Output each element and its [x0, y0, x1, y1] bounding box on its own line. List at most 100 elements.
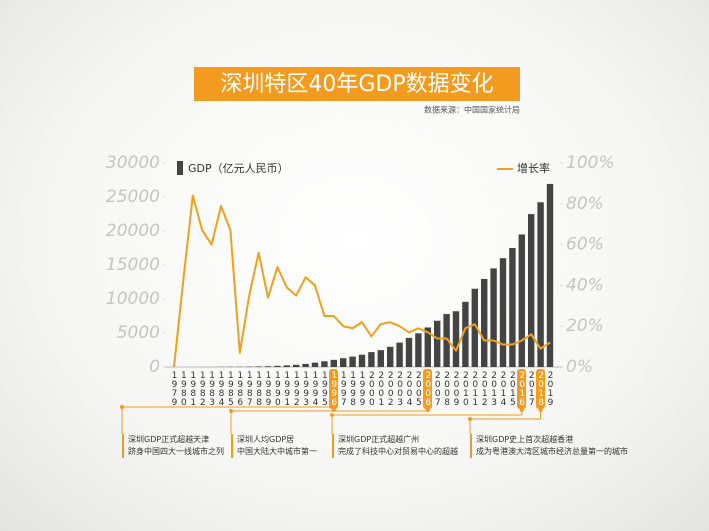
bar: [387, 346, 394, 367]
x-tick-label: 2003: [395, 371, 406, 407]
y-tick-label: 20000: [106, 221, 160, 241]
x-tick-label: 2002: [385, 371, 396, 407]
bar: [340, 358, 347, 367]
bar: [481, 278, 488, 367]
annotation-line: 深圳GDP正式超越天津: [128, 435, 210, 444]
x-tick-label: 1999: [357, 371, 368, 407]
x-tick-label: 1991: [282, 371, 293, 407]
chart-title: 深圳特区40年GDP数据变化: [220, 72, 493, 97]
x-tick-label: 1988: [254, 371, 265, 407]
x-tick-label: 2004: [404, 371, 415, 407]
x-tick-label: 2000: [366, 371, 377, 407]
x-tick-label: 1997: [338, 371, 349, 407]
bar: [255, 366, 262, 367]
x-tick-label: 1987: [244, 371, 255, 407]
source: 数据来源：中国国家统计局: [424, 105, 520, 115]
annotation-dot: [538, 408, 543, 412]
annotation-line: 跻身中国四大一线城市之列: [128, 447, 224, 456]
x-tick-label: 2019: [545, 371, 556, 407]
annotation-line: 深圳GDP正式超越广州: [338, 435, 420, 444]
bar: [349, 356, 356, 367]
x-tick-label: 2001: [376, 371, 387, 407]
x-tick-label: 1982: [197, 371, 208, 407]
x-tick-label: 1996: [329, 369, 340, 409]
x-tick-label: 2007: [432, 371, 443, 407]
legend-swatch: [177, 161, 183, 175]
x-tick-label: 1981: [188, 371, 199, 407]
bar: [293, 364, 300, 367]
x-tick-label: 1979: [169, 371, 180, 407]
annotation-line: 深圳人均GDP居: [237, 435, 295, 444]
bar: [274, 365, 281, 367]
bar: [424, 327, 431, 367]
y2-tick-label: 60%: [566, 235, 604, 255]
bar: [264, 366, 272, 367]
bar: [546, 183, 554, 367]
y2-tick-label: 100%: [566, 153, 615, 173]
x-tick-label: 2015: [507, 371, 518, 407]
x-tick-label: 1985: [225, 371, 236, 407]
x-tick-label: 2013: [489, 371, 500, 407]
bar: [358, 354, 366, 367]
annotation-dot: [425, 408, 430, 412]
bar: [405, 337, 413, 367]
x-tick-label: 1992: [291, 371, 302, 407]
x-tick-label: 1984: [216, 371, 227, 407]
annotation: 深圳GDP史上首次超越香港 成为粤港澳大湾区城市经济总量第一的城市: [470, 434, 628, 458]
bar: [283, 365, 290, 367]
bar: [537, 202, 544, 367]
y-tick-label: 15000: [106, 255, 160, 275]
bar: [368, 352, 375, 367]
x-tick-label: 1993: [301, 371, 312, 407]
x-tick-label: 2005: [413, 371, 424, 407]
y2-tick-label: 0%: [566, 357, 593, 377]
bar: [509, 247, 516, 367]
bar: [462, 301, 469, 367]
annotation: 深圳GDP正式超越广州完成了科技中心对贸易中心的超越: [332, 434, 458, 458]
bar: [471, 288, 478, 367]
bar: [490, 268, 497, 367]
x-tick-label: 2017: [526, 371, 537, 407]
bar: [377, 350, 384, 367]
bar: [518, 234, 525, 367]
bar: [321, 361, 328, 367]
y-tick-label: 5000: [117, 323, 160, 343]
x-tick-label: 1989: [263, 371, 274, 407]
bar: [396, 342, 403, 367]
x-tick-label: 2008: [442, 371, 453, 407]
y-tick-label: 10000: [106, 289, 160, 309]
bar: [434, 320, 441, 367]
x-tick-label: 2018: [536, 369, 547, 409]
x-tick-label: 2006: [423, 369, 434, 409]
growth-line: [173, 194, 551, 368]
annotation-line: 完成了科技中心对贸易中心的超越: [338, 447, 458, 456]
x-tick-label: 1990: [272, 371, 283, 407]
x-tick-label: 1995: [319, 371, 330, 407]
annotation-line: 深圳GDP史上首次超越香港: [476, 435, 574, 444]
x-tick-label: 2016: [517, 369, 528, 409]
bar: [302, 363, 309, 367]
y2-tick-label: 80%: [566, 194, 604, 214]
y-tick-label: 25000: [106, 187, 160, 207]
y-tick-label: 0: [149, 357, 160, 377]
x-tick-label: 2010: [460, 371, 471, 407]
annotation: 深圳人均GDP居中国大陆大中城市第一: [231, 434, 317, 458]
bar: [330, 359, 337, 367]
bar: [443, 314, 450, 367]
x-tick-label: 2009: [451, 371, 462, 407]
x-tick-label: 2012: [479, 371, 490, 407]
x-tick-label: 1980: [178, 371, 189, 407]
y2-tick-label: 40%: [566, 275, 604, 295]
x-tick-label: 1983: [207, 371, 218, 407]
bar: [528, 214, 535, 367]
x-tick-label: 2011: [470, 371, 481, 407]
bar: [452, 311, 460, 367]
annotation-line: 中国大陆大中城市第一: [237, 447, 317, 456]
annotation-dot: [519, 408, 524, 412]
annotation: 深圳GDP正式超越天津跻身中国四大一线城市之列: [122, 434, 224, 458]
y-tick-label: 30000: [106, 153, 160, 173]
title-box: [194, 67, 520, 101]
x-tick-label: 1998: [348, 371, 359, 407]
